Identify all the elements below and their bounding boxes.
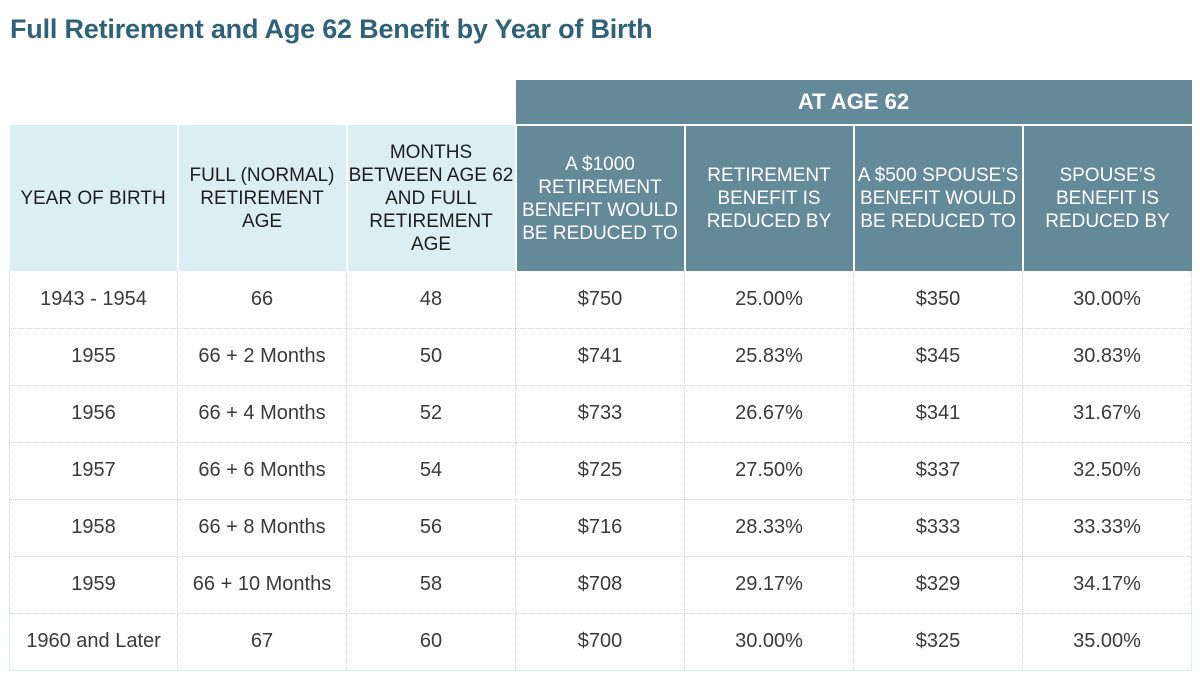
table-row: 1943 - 1954 66 48 $750 25.00% $350 30.00…	[9, 271, 1192, 329]
cell-months-between: 50	[346, 328, 516, 386]
cell-benefit-reduced-to: $716	[515, 499, 685, 557]
cell-spouse-reduced-by: 30.83%	[1022, 328, 1192, 386]
table-title: Full Retirement and Age 62 Benefit by Ye…	[10, 14, 653, 44]
cell-benefit-reduced-by: 26.67%	[684, 385, 854, 443]
column-header-year-of-birth: YEAR OF BIRTH	[9, 125, 179, 271]
cell-months-between: 48	[346, 271, 516, 329]
group-header-row: AT AGE 62	[9, 80, 1192, 126]
table-row: 1957 66 + 6 Months 54 $725 27.50% $337 3…	[9, 442, 1192, 500]
column-header-row: YEAR OF BIRTH FULL (NORMAL) RETIREMENT A…	[9, 125, 1192, 271]
cell-spouse-reduced-to: $337	[853, 442, 1023, 500]
cell-full-retirement-age: 66 + 6 Months	[177, 442, 347, 500]
cell-full-retirement-age: 66 + 10 Months	[177, 556, 347, 614]
cell-spouse-reduced-by: 30.00%	[1022, 271, 1192, 329]
cell-months-between: 60	[346, 613, 516, 671]
cell-spouse-reduced-by: 33.33%	[1022, 499, 1192, 557]
table-body: 1943 - 1954 66 48 $750 25.00% $350 30.00…	[9, 271, 1192, 671]
cell-benefit-reduced-by: 29.17%	[684, 556, 854, 614]
cell-benefit-reduced-by: 27.50%	[684, 442, 854, 500]
column-header-full-retirement-age: FULL (NORMAL) RETIREMENT AGE	[177, 125, 348, 271]
cell-months-between: 52	[346, 385, 516, 443]
table-row: 1959 66 + 10 Months 58 $708 29.17% $329 …	[9, 556, 1192, 614]
cell-benefit-reduced-by: 28.33%	[684, 499, 854, 557]
cell-benefit-reduced-by: 30.00%	[684, 613, 854, 671]
column-header-benefit-reduced-to: A $1000 RETIREMENT BENEFIT WOULD BE REDU…	[515, 125, 686, 271]
cell-full-retirement-age: 66 + 2 Months	[177, 328, 347, 386]
cell-benefit-reduced-to: $750	[515, 271, 685, 329]
group-header-spacer	[9, 80, 516, 125]
cell-full-retirement-age: 66 + 4 Months	[177, 385, 347, 443]
table-row: 1960 and Later 67 60 $700 30.00% $325 35…	[9, 613, 1192, 671]
cell-benefit-reduced-to: $741	[515, 328, 685, 386]
column-header-spouse-reduced-to: A $500 SPOUSE’S BENEFIT WOULD BE REDUCED…	[853, 125, 1024, 271]
cell-months-between: 54	[346, 442, 516, 500]
cell-spouse-reduced-to: $350	[853, 271, 1023, 329]
cell-spouse-reduced-to: $329	[853, 556, 1023, 614]
cell-spouse-reduced-to: $345	[853, 328, 1023, 386]
cell-year-of-birth: 1957	[9, 442, 178, 500]
cell-benefit-reduced-to: $700	[515, 613, 685, 671]
column-header-months-between: MONTHS BETWEEN AGE 62 AND FULL RETIREMEN…	[346, 125, 517, 271]
cell-months-between: 58	[346, 556, 516, 614]
cell-benefit-reduced-to: $733	[515, 385, 685, 443]
cell-spouse-reduced-by: 34.17%	[1022, 556, 1192, 614]
benefit-table: AT AGE 62 YEAR OF BIRTH FULL (NORMAL) RE…	[9, 80, 1192, 671]
cell-full-retirement-age: 67	[177, 613, 347, 671]
cell-benefit-reduced-by: 25.00%	[684, 271, 854, 329]
table-row: 1955 66 + 2 Months 50 $741 25.83% $345 3…	[9, 328, 1192, 386]
cell-spouse-reduced-by: 31.67%	[1022, 385, 1192, 443]
cell-year-of-birth: 1958	[9, 499, 178, 557]
cell-spouse-reduced-by: 35.00%	[1022, 613, 1192, 671]
cell-benefit-reduced-to: $708	[515, 556, 685, 614]
table-row: 1958 66 + 8 Months 56 $716 28.33% $333 3…	[9, 499, 1192, 557]
cell-year-of-birth: 1955	[9, 328, 178, 386]
group-header-at-age-62: AT AGE 62	[515, 80, 1192, 126]
cell-year-of-birth: 1959	[9, 556, 178, 614]
cell-year-of-birth: 1956	[9, 385, 178, 443]
column-header-benefit-reduced-by: RETIREMENT BENEFIT IS REDUCED BY	[684, 125, 855, 271]
cell-months-between: 56	[346, 499, 516, 557]
cell-year-of-birth: 1943 - 1954	[9, 271, 178, 329]
column-header-spouse-reduced-by: SPOUSE’S BENEFIT IS REDUCED BY	[1022, 125, 1192, 271]
cell-spouse-reduced-to: $333	[853, 499, 1023, 557]
cell-spouse-reduced-to: $325	[853, 613, 1023, 671]
cell-benefit-reduced-to: $725	[515, 442, 685, 500]
cell-spouse-reduced-to: $341	[853, 385, 1023, 443]
cell-spouse-reduced-by: 32.50%	[1022, 442, 1192, 500]
cell-full-retirement-age: 66	[177, 271, 347, 329]
cell-year-of-birth: 1960 and Later	[9, 613, 178, 671]
cell-full-retirement-age: 66 + 8 Months	[177, 499, 347, 557]
table-row: 1956 66 + 4 Months 52 $733 26.67% $341 3…	[9, 385, 1192, 443]
cell-benefit-reduced-by: 25.83%	[684, 328, 854, 386]
